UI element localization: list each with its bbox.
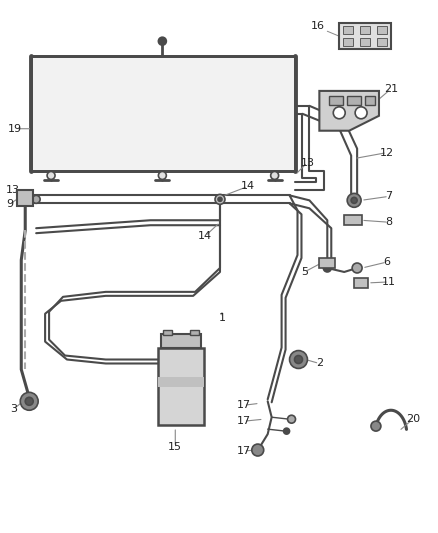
Circle shape	[288, 415, 296, 423]
Bar	[159, 348, 204, 425]
Circle shape	[347, 193, 361, 207]
Bar	[347, 96, 361, 105]
Circle shape	[294, 356, 303, 364]
Circle shape	[159, 172, 166, 180]
Circle shape	[215, 195, 225, 204]
Text: 20: 20	[406, 414, 420, 424]
Text: 3: 3	[10, 404, 17, 414]
Bar	[190, 330, 199, 335]
Bar	[343, 26, 353, 34]
Circle shape	[352, 263, 362, 273]
Circle shape	[271, 172, 279, 180]
Circle shape	[355, 107, 367, 119]
Bar	[354, 278, 368, 288]
Bar	[159, 377, 204, 387]
Circle shape	[32, 196, 40, 203]
Bar	[329, 96, 343, 105]
Bar	[319, 258, 335, 268]
Circle shape	[290, 351, 307, 368]
Bar	[31, 56, 294, 171]
Text: 12: 12	[380, 148, 394, 158]
Text: 14: 14	[241, 181, 255, 191]
Circle shape	[351, 197, 357, 203]
Circle shape	[25, 397, 33, 405]
Circle shape	[218, 197, 222, 201]
Text: 19: 19	[8, 124, 22, 134]
Text: 16: 16	[311, 21, 325, 31]
Text: 8: 8	[385, 217, 392, 227]
Bar	[161, 334, 201, 348]
Circle shape	[159, 37, 166, 45]
Text: 1: 1	[219, 313, 226, 323]
Text: 14: 14	[198, 231, 212, 241]
Text: 2: 2	[316, 359, 323, 368]
Text: 15: 15	[168, 442, 182, 452]
Text: 21: 21	[384, 84, 398, 94]
Circle shape	[333, 107, 345, 119]
Text: 9: 9	[6, 199, 13, 209]
Bar	[360, 26, 370, 34]
Text: 17: 17	[237, 400, 251, 410]
Bar	[31, 56, 294, 171]
Text: 11: 11	[382, 277, 396, 287]
Text: 7: 7	[385, 191, 392, 201]
Circle shape	[323, 264, 331, 272]
Circle shape	[20, 392, 38, 410]
Bar	[339, 23, 391, 49]
Text: 6: 6	[383, 257, 390, 267]
Circle shape	[371, 421, 381, 431]
Circle shape	[252, 444, 264, 456]
Text: 13: 13	[6, 185, 20, 196]
Polygon shape	[175, 111, 293, 168]
Bar	[365, 96, 375, 105]
Circle shape	[323, 259, 331, 267]
Bar	[344, 215, 362, 225]
Polygon shape	[319, 91, 379, 131]
Bar	[377, 26, 387, 34]
Bar	[163, 330, 172, 335]
Polygon shape	[33, 58, 135, 168]
Bar	[360, 38, 370, 46]
Bar	[343, 38, 353, 46]
Bar	[377, 38, 387, 46]
Text: 17: 17	[237, 446, 251, 456]
Text: 17: 17	[237, 416, 251, 426]
Circle shape	[47, 172, 55, 180]
Circle shape	[283, 428, 290, 434]
Text: 13: 13	[300, 158, 314, 167]
Bar	[17, 190, 33, 206]
Text: 5: 5	[301, 267, 308, 277]
